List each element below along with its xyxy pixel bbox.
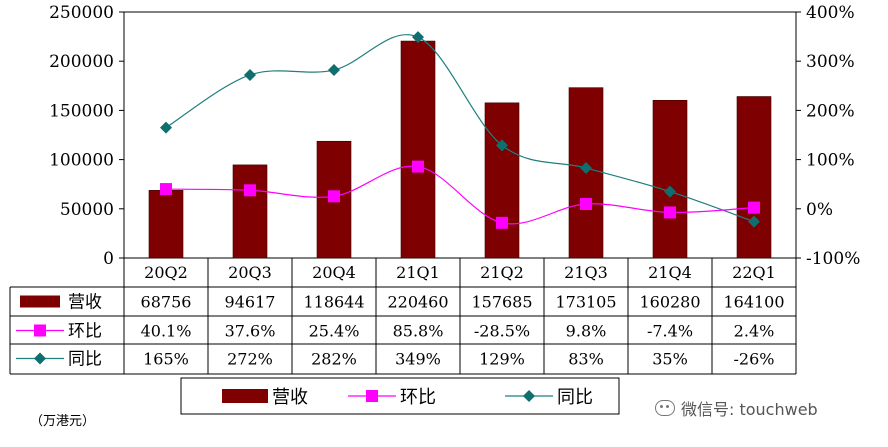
y-right-tick-label: 100% [806, 151, 855, 171]
table-cell: -26% [734, 350, 775, 369]
yoy-point [328, 64, 340, 77]
row-label: 环比 [68, 322, 102, 342]
y-left-tick-label: 200000 [49, 52, 114, 72]
mom-line [165, 165, 755, 225]
yoy-point [496, 139, 508, 152]
yoy-point [580, 161, 592, 174]
table-cell: 9.8% [566, 322, 607, 341]
y-left-tick-label: 150000 [49, 101, 114, 121]
bar [400, 40, 436, 259]
y-right-tick-label: 200% [806, 101, 855, 121]
bar [652, 99, 688, 259]
table-cell: 25.4% [309, 322, 360, 341]
legend-label-mom: 环比 [400, 387, 436, 408]
table-cell: 282% [311, 350, 357, 369]
x-tick-label: 20Q2 [144, 263, 188, 282]
table-cell: 165% [143, 350, 189, 369]
table-cell: 272% [227, 350, 273, 369]
x-tick-label: 22Q1 [732, 263, 776, 282]
mom-point [412, 160, 424, 173]
mom-point [244, 184, 256, 197]
table-cell: 85.8% [393, 322, 444, 341]
table-cell: 220460 [387, 293, 448, 312]
yoy-point [412, 31, 424, 44]
table-cell: 129% [479, 350, 525, 369]
mom-point [664, 206, 676, 219]
legend-label-yoy: 同比 [557, 387, 593, 408]
mom-point [160, 183, 172, 196]
mom-point [580, 197, 592, 210]
x-tick-label: 21Q2 [480, 263, 524, 282]
x-tick-label: 20Q4 [312, 263, 356, 282]
table-cell: -7.4% [647, 322, 693, 341]
legend-key-revenue [222, 389, 268, 403]
table-cell: -28.5% [474, 322, 530, 341]
y-left-tick-label: 100000 [49, 151, 114, 171]
row-label: 营收 [68, 293, 102, 313]
table-cell: 157685 [471, 293, 532, 312]
watermark: 微信号: touchweb [655, 396, 818, 420]
unit-note: （万港元） [30, 414, 96, 429]
table-cell: 349% [395, 350, 441, 369]
row-key-yoy-marker [34, 352, 46, 365]
mom-point [496, 216, 508, 229]
yoy-point [748, 215, 760, 228]
y-left-tick-label: 0 [103, 249, 114, 269]
y-left-tick-label: 250000 [49, 3, 114, 23]
watermark-text: 微信号: touchweb [681, 400, 818, 419]
row-key-revenue [20, 295, 60, 308]
yoy-point [160, 121, 172, 134]
table-cell: 94617 [225, 293, 276, 312]
yoy-point [664, 185, 676, 198]
row-key-mom-marker [34, 324, 46, 337]
bar [484, 102, 520, 259]
row-label: 同比 [68, 350, 102, 370]
x-tick-label: 21Q1 [396, 263, 440, 282]
x-tick-label: 21Q4 [648, 263, 692, 282]
y-right-tick-label: 400% [806, 3, 855, 23]
yoy-point [244, 68, 256, 81]
table-cell: 160280 [639, 293, 700, 312]
table-cell: 37.6% [225, 322, 276, 341]
bar [736, 96, 772, 259]
x-tick-label: 21Q3 [564, 263, 608, 282]
table-cell: 173105 [555, 293, 616, 312]
legend-key-mom-marker [366, 390, 378, 402]
legend-label-revenue: 营收 [272, 387, 308, 408]
mom-point [328, 190, 340, 203]
yoy-line [165, 34, 755, 223]
mom-point [748, 201, 760, 214]
table-cell: 35% [652, 350, 688, 369]
table-cell: 40.1% [141, 322, 192, 341]
wechat-icon [655, 400, 675, 416]
table-cell: 68756 [141, 293, 192, 312]
bar [148, 190, 184, 259]
bar [232, 164, 268, 259]
table-cell: 164100 [723, 293, 784, 312]
y-right-tick-label: -100% [806, 249, 860, 269]
x-tick-label: 20Q3 [228, 263, 272, 282]
y-left-tick-label: 50000 [60, 200, 114, 220]
plot-area [123, 11, 797, 259]
legend-key-yoy-marker [523, 390, 535, 402]
table-cell: 83% [568, 350, 604, 369]
table-cell: 118644 [303, 293, 364, 312]
table-cell: 2.4% [734, 322, 775, 341]
y-right-tick-label: 0% [806, 200, 833, 220]
y-right-tick-label: 300% [806, 52, 855, 72]
